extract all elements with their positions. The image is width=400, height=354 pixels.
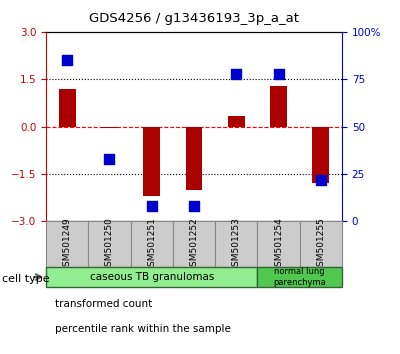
Bar [88,221,130,267]
Point [64,57,70,63]
Text: GSM501249: GSM501249 [63,217,72,272]
Bar [300,221,342,267]
Bar [46,221,88,267]
Bar [258,221,300,267]
Bar [228,115,245,127]
Text: GSM501254: GSM501254 [274,217,283,272]
Point [148,203,155,209]
Bar [59,89,76,127]
Bar [46,267,258,287]
Text: cell type: cell type [2,274,50,284]
Text: caseous TB granulomas: caseous TB granulomas [90,272,214,282]
Text: percentile rank within the sample: percentile rank within the sample [55,324,231,333]
Bar [101,127,118,128]
Text: GSM501253: GSM501253 [232,217,241,272]
Point [318,177,324,182]
Text: GSM501255: GSM501255 [316,217,325,272]
Text: GSM501250: GSM501250 [105,217,114,272]
Bar [186,127,202,190]
Text: GSM501252: GSM501252 [190,217,198,272]
Point [191,203,197,209]
Bar [312,127,329,183]
Bar [130,221,173,267]
Bar [270,86,287,127]
Point [275,71,282,76]
Bar [173,221,215,267]
Text: normal lung
parenchyma: normal lung parenchyma [273,267,326,287]
Bar [143,127,160,196]
Text: GSM501251: GSM501251 [147,217,156,272]
Point [233,71,240,76]
Bar [258,267,342,287]
Text: GDS4256 / g13436193_3p_a_at: GDS4256 / g13436193_3p_a_at [89,12,299,25]
Text: transformed count: transformed count [55,299,152,309]
Point [106,156,113,161]
Bar [215,221,258,267]
